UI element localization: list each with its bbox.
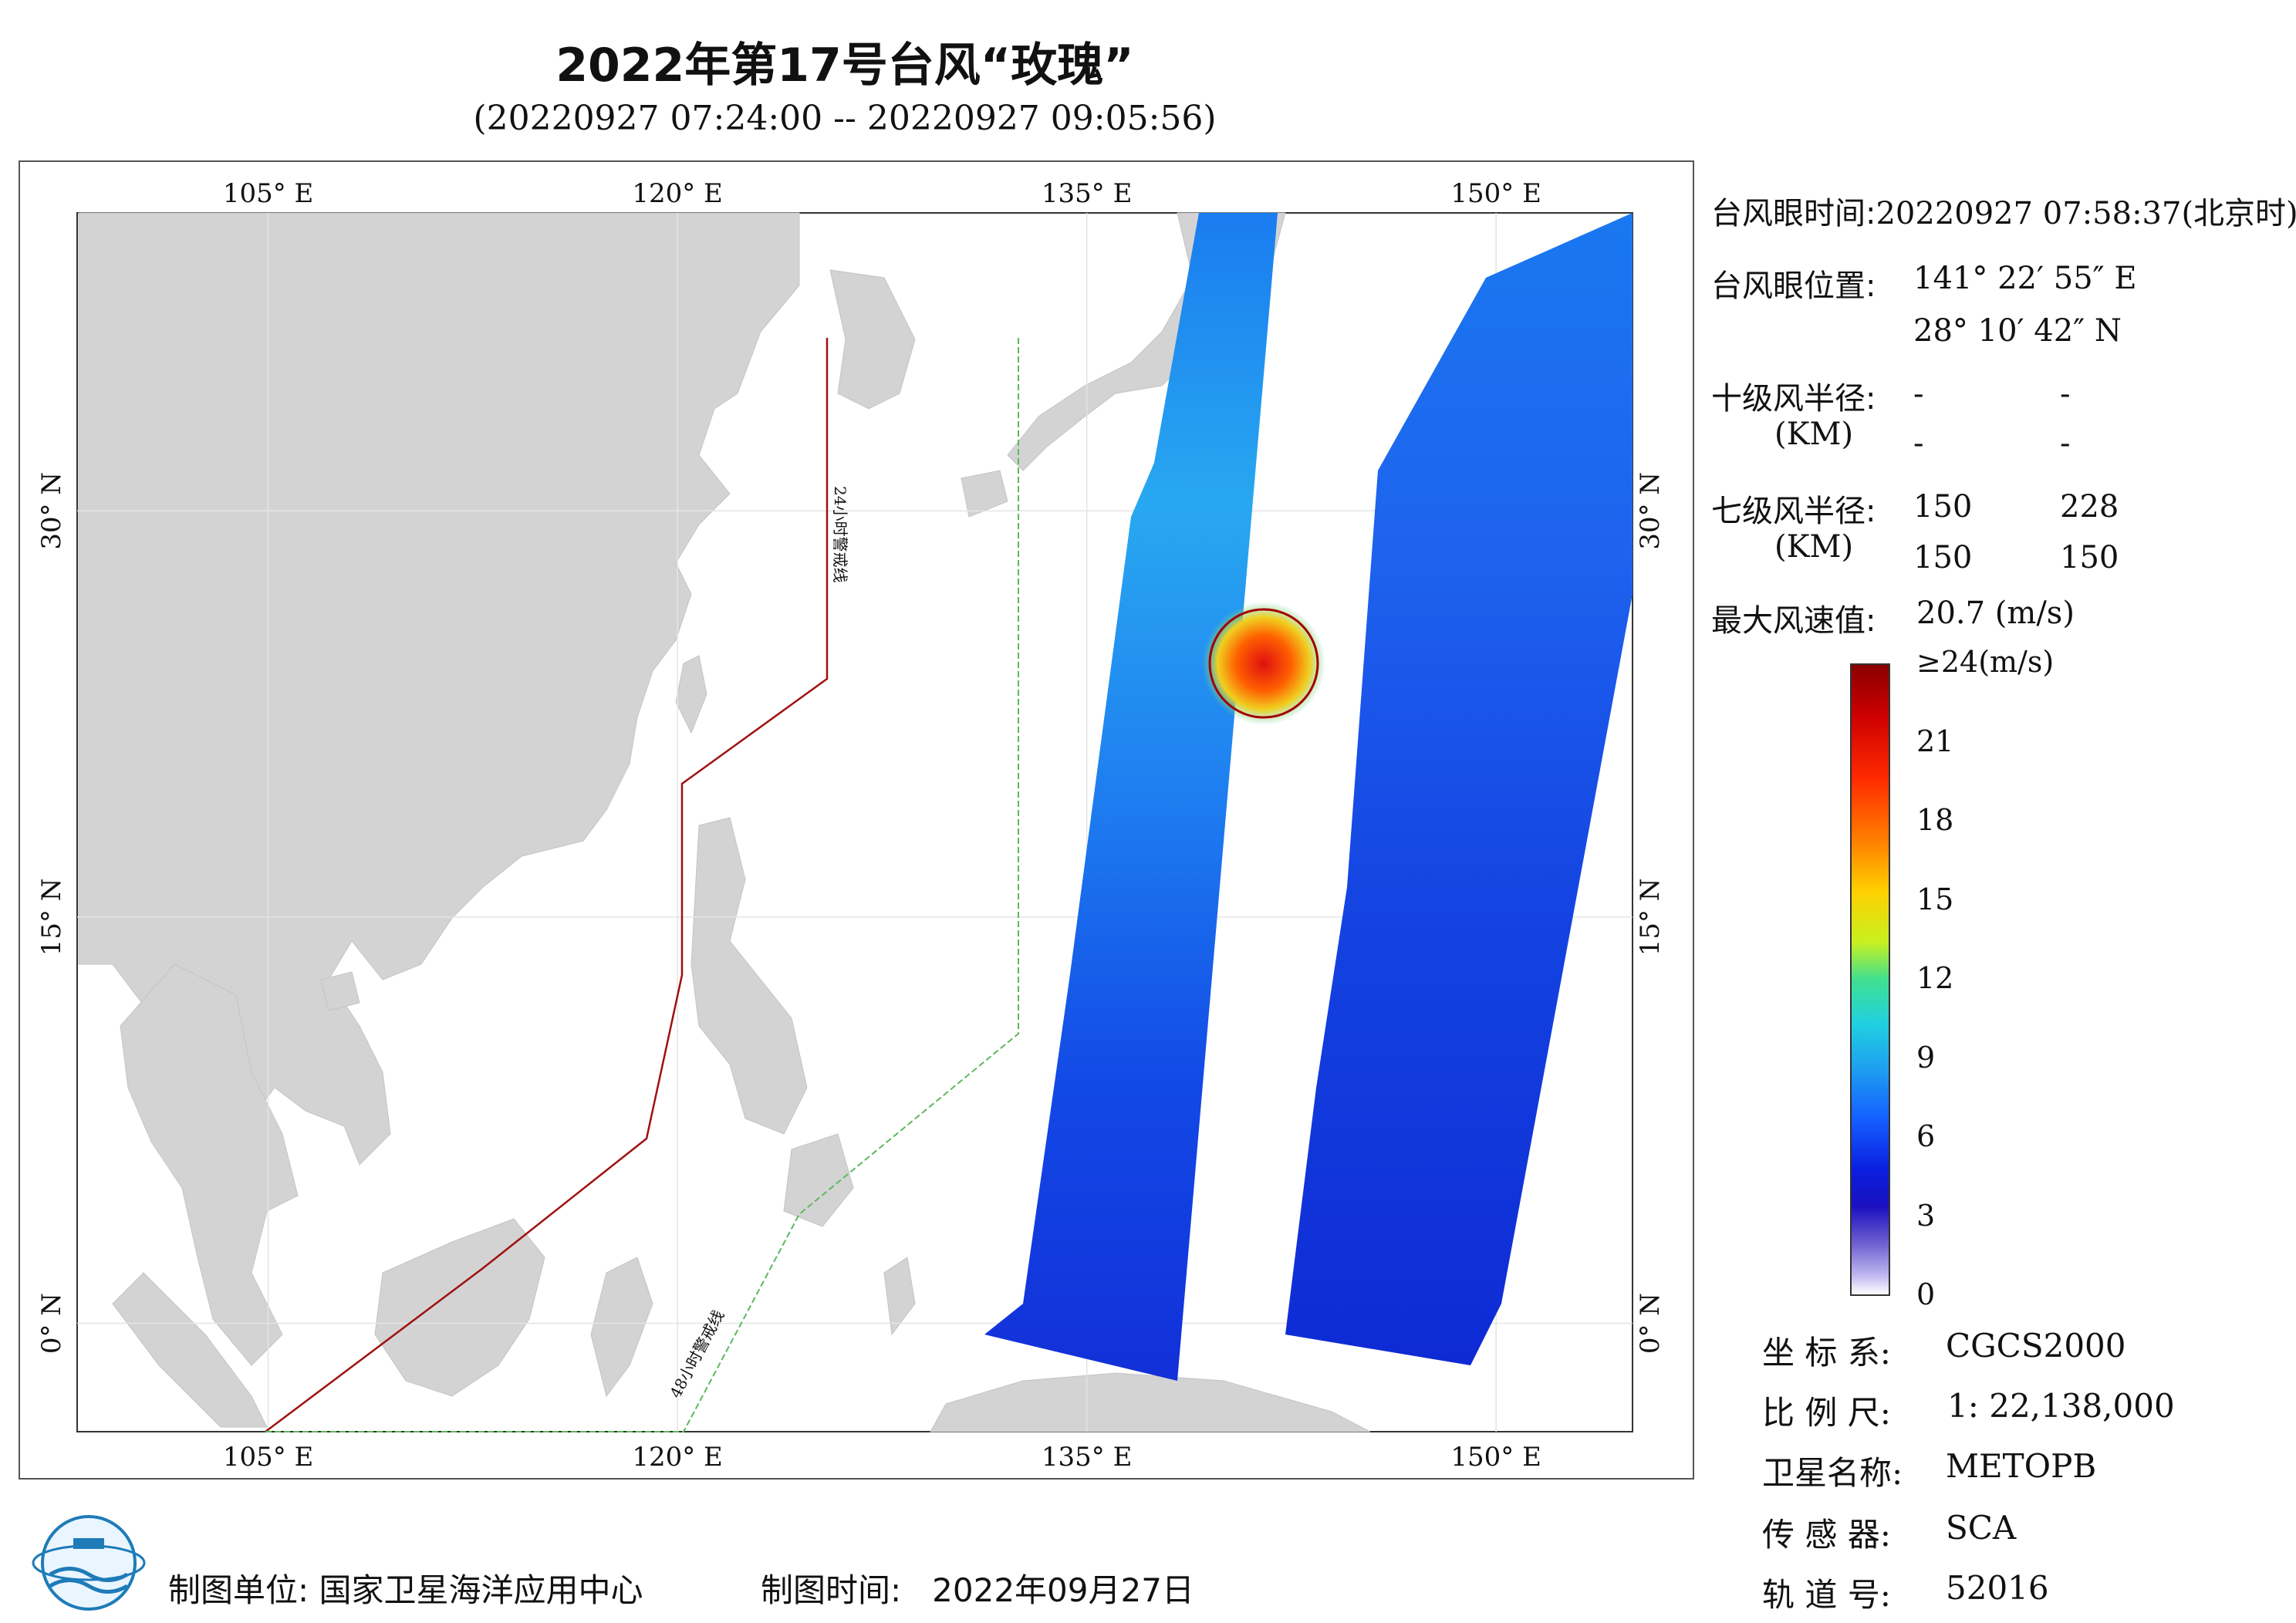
wind-swaths [984,213,1633,1381]
r7-value-4: 150 [2060,540,2119,575]
footer-time-label: 制图时间: [761,1571,902,1609]
lon-label-top: 135° E [1042,178,1133,209]
lon-label-bottom: 120° E [632,1442,723,1473]
swath-east [1285,213,1633,1365]
lat-label-left: 15° N [36,878,67,956]
orbit-value: 52016 [1946,1569,2049,1607]
crs-value: CGCS2000 [1946,1327,2126,1365]
sensor-label: 传 感 器: [1762,1516,1891,1554]
colorbar-tick-label: 9 [1916,1040,1936,1075]
r7-unit: (KM) [1774,529,1854,565]
lat-label-right: 0° N [1635,1293,1666,1354]
warning-line-24h [265,338,829,1432]
colorbar-tick-label: 0 [1916,1277,1936,1311]
eye-time-row: 台风眼时间:20220927 07:58:37(北京时) [1711,188,2296,233]
crs-label: 坐 标 系: [1762,1334,1891,1372]
r7-label: 七级风半径: [1711,494,1876,529]
sensor-value: SCA [1946,1509,2017,1547]
eye-pos-row: 台风眼位置: 141° 22′ 55″ E [1711,261,2137,305]
r10-value-1: - [1913,376,1924,412]
map-subtitle: (20220927 07:24:00 -- 20220927 09:05:56) [473,99,1217,138]
orbit-label: 轨 道 号: [1762,1576,1891,1614]
sensor-row: 传 感 器: SCA [1762,1509,2016,1556]
footer-time: 制图时间: 2022年09月27日 [761,1564,1194,1611]
max-wind-row: 最大风速值: 20.7 (m/s) [1711,596,2075,640]
max-wind-label: 最大风速值: [1711,603,1876,639]
colorbar-tick-label: 6 [1916,1119,1936,1153]
r10-row: 十级风半径: [1711,373,1876,418]
agency-logo [32,1515,146,1611]
land-layer [78,212,1371,1432]
crs-row: 坐 标 系: CGCS2000 [1762,1327,2125,1374]
colorbar-tick-label: 18 [1916,803,1954,837]
satellite-value: METOPB [1946,1447,2097,1485]
footer-unit-value: 国家卫星海洋应用中心 [319,1571,643,1609]
r7-circle [1208,608,1319,719]
r10-label: 十级风半径: [1711,381,1876,417]
swath-west [984,213,1278,1381]
lon-label-top: 150° E [1450,178,1541,209]
colorbar-tick-label: 21 [1916,724,1954,758]
orbit-row: 轨 道 号: 52016 [1762,1569,2049,1616]
lon-label-top: 105° E [223,178,314,209]
lon-label-bottom: 105° E [223,1442,314,1473]
eye-pos-label: 台风眼位置: [1711,268,1876,304]
map-title: 2022年第17号台风“玫瑰” [555,39,1134,93]
lat-label-left: 30° N [36,472,67,550]
colorbar-tick-label: 12 [1916,961,1954,995]
r10-unit: (KM) [1774,417,1854,452]
r7-value-1: 150 [1913,489,1973,525]
satellite-label: 卫星名称: [1762,1454,1903,1492]
lat-label-left: 0° N [36,1293,67,1354]
eye-time-label: 台风眼时间: [1711,196,1876,231]
eye-lat: 28° 10′ 42″ N [1913,313,2122,349]
axis-labels: 105° E 105° E 120° E 120° E 135° E 135° E 150°… [36,178,1666,1473]
r10-value-2: - [2060,376,2071,412]
scale-value: 1: 22,138,000 [1947,1387,2175,1425]
typhoon-core [1202,602,1325,725]
satellite-row: 卫星名称: METOPB [1762,1447,2096,1494]
warning-24h-label: 24小时警戒线 [831,486,849,582]
footer-time-value: 2022年09月27日 [932,1571,1194,1609]
colorbar [1850,663,1890,1296]
r10-value-3: - [1913,426,1924,461]
eye-time-value: 20220927 07:58:37(北京时) [1876,196,2296,231]
lon-label-bottom: 135° E [1042,1442,1133,1473]
colorbar-tick-label: 3 [1916,1198,1936,1233]
max-wind-value: 20.7 (m/s) [1916,596,2075,631]
r7-value-3: 150 [1913,540,1973,575]
colorbar-tick-label: ≥24(m/s) [1916,645,2055,679]
r10-value-4: - [2060,426,2071,461]
lon-label-top: 120° E [632,178,723,209]
lat-label-right: 30° N [1635,472,1666,550]
eye-lon: 141° 22′ 55″ E [1913,261,2137,296]
warning-line-48h [683,338,1019,1432]
r7-row: 七级风半径: [1711,486,1876,531]
scale-label: 比 例 尺: [1762,1394,1891,1432]
footer-unit-label: 制图单位: [168,1571,309,1609]
lat-label-right: 15° N [1635,878,1666,956]
r7-value-2: 228 [2060,489,2119,525]
map-frame: 24小时警戒线 48小时警戒线 105° E 105° E 120° E 120° E… [19,160,1694,1480]
colorbar-tick-label: 15 [1916,882,1954,916]
footer-unit: 制图单位: 国家卫星海洋应用中心 [168,1564,643,1611]
scale-row: 比 例 尺: 1: 22,138,000 [1762,1387,2175,1434]
lon-label-bottom: 150° E [1450,1442,1541,1473]
